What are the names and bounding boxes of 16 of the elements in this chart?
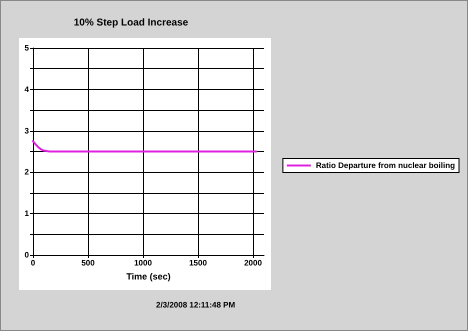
text: 2/3/2008 12:11:48 PM (156, 300, 236, 310)
line-series (32, 140, 258, 152)
x-tick-label: 0 (30, 258, 36, 268)
legend-label: Ratio Departure from nuclear boiling (316, 161, 456, 170)
x-tick-label: 1000 (134, 258, 152, 268)
y-tick-label: 4 (24, 84, 30, 94)
x-tick-label: 1500 (189, 258, 208, 268)
x-axis-title: Time (sec) (126, 271, 171, 282)
chart-title: 10% Step Load Increase (74, 18, 189, 28)
x-tick-label: 500 (81, 258, 96, 268)
y-tick-label: 3 (24, 126, 30, 136)
y-tick-label: 5 (24, 44, 30, 52)
x-tick-label: 2000 (244, 258, 262, 268)
y-tick-label: 0 (24, 250, 30, 260)
y-tick-label: 2 (24, 168, 30, 177)
y-tick-label: 1 (24, 209, 30, 218)
